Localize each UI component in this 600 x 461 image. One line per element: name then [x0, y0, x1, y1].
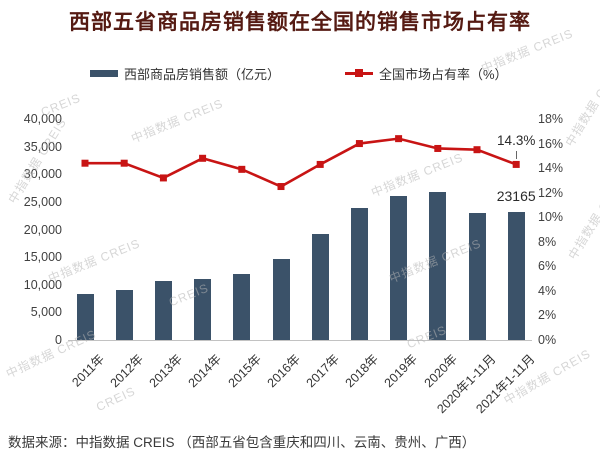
bar	[154, 280, 172, 340]
bar	[272, 259, 290, 340]
line-marker	[81, 159, 89, 167]
legend: 西部商品房销售额（亿元） 全国市场占有率（%）	[0, 64, 600, 84]
line-marker	[434, 144, 442, 152]
left-axis-tick: 30,000	[23, 167, 62, 182]
line-swatch-marker	[355, 69, 363, 77]
line-marker	[512, 160, 520, 168]
right-axis-tick: 14%	[538, 161, 564, 176]
line-marker	[238, 165, 246, 173]
left-axis-tick: 10,000	[23, 277, 62, 292]
bar	[429, 191, 447, 340]
data-source-note: 数据来源：中指数据 CREIS （西部五省包含重庆和四川、云南、贵州、广西）	[8, 435, 476, 450]
right-axis-tick: 2%	[538, 308, 557, 323]
last-bar-value-label: 23165	[496, 188, 536, 204]
right-axis-tick: 0%	[538, 333, 557, 347]
chart-title: 西部五省商品房销售额在全国的销售市场占有率	[69, 11, 531, 34]
bar	[233, 273, 251, 340]
legend-item-line: 全国市场占有率（%）	[345, 64, 508, 83]
line-marker	[473, 146, 481, 154]
line-marker	[159, 174, 167, 182]
last-point-value-label: 14.3%	[497, 133, 536, 149]
x-axis-line	[68, 340, 532, 341]
left-axis-tick: 0	[55, 333, 62, 347]
right-axis-tick: 4%	[538, 283, 557, 298]
bar	[350, 207, 368, 340]
line-marker	[316, 160, 324, 168]
line-marker	[355, 140, 363, 148]
bar-series-swatch	[90, 70, 118, 77]
left-axis-tick: 35,000	[23, 139, 62, 154]
bar	[468, 213, 486, 340]
right-axis-tick: 10%	[538, 210, 564, 225]
line-marker	[277, 183, 285, 191]
bar	[507, 212, 525, 340]
annotation-leader-line	[516, 151, 518, 160]
right-axis-tick: 12%	[538, 185, 564, 200]
right-axis-tick: 16%	[538, 136, 564, 151]
bar	[76, 294, 94, 340]
legend-item-bars: 西部商品房销售额（亿元）	[90, 64, 280, 83]
left-axis-tick: 15,000	[23, 250, 62, 265]
bar	[115, 290, 133, 340]
right-axis-tick: 8%	[538, 234, 557, 249]
left-axis-tick: 25,000	[23, 194, 62, 209]
bar	[390, 196, 408, 340]
legend-bars-label: 西部商品房销售额（亿元）	[124, 67, 281, 82]
left-axis-tick: 20,000	[23, 222, 62, 237]
left-axis-tick: 40,000	[23, 112, 62, 126]
right-axis-tick: 6%	[538, 259, 557, 274]
left-axis-tick: 5,000	[30, 305, 62, 320]
bar	[311, 234, 329, 340]
bar	[194, 278, 212, 340]
right-axis-tick: 18%	[538, 112, 564, 126]
line-series-swatch	[345, 69, 373, 78]
line-marker	[199, 154, 207, 162]
line-marker	[120, 159, 128, 167]
legend-line-label: 全国市场占有率（%）	[379, 67, 508, 82]
line-marker	[395, 135, 403, 143]
